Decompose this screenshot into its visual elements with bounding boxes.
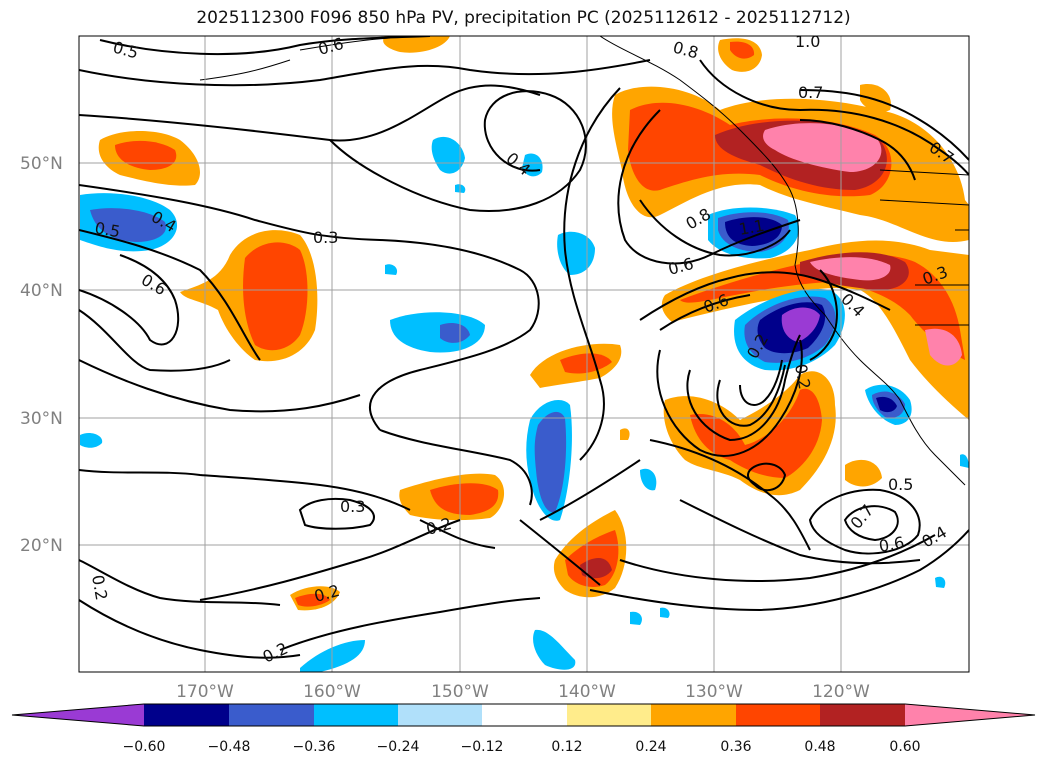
colorbar-bin [820, 704, 905, 726]
lon-label-170w: 170°W [176, 682, 234, 702]
colorbar-bin [567, 704, 651, 726]
contour-label: 0.5 [888, 475, 913, 494]
colorbar-bin [314, 704, 398, 726]
precip-150w-blue [390, 312, 485, 353]
colorbar-tick: −0.12 [461, 739, 504, 755]
contour-label: 0.7 [798, 83, 823, 102]
lon-label-130w: 130°W [685, 682, 743, 702]
lat-label-30n: 30°N [20, 409, 63, 429]
colorbar-tick: 0.48 [804, 739, 835, 755]
colorbar: −0.60 −0.48 −0.36 −0.24 −0.12 0.12 0.24 … [11, 703, 1036, 755]
contour-label: 0.6 [877, 533, 905, 556]
colorbar-tick: 0.24 [635, 739, 666, 755]
contour-label: 1.1 [737, 216, 765, 239]
colorbar-bin [736, 704, 820, 726]
latitude-labels: 50°N 40°N 30°N 20°N [20, 154, 63, 556]
lat-label-50n: 50°N [20, 154, 63, 174]
colorbar-tick: −0.48 [208, 739, 251, 755]
colorbar-bin [482, 704, 567, 726]
lon-label-160w: 160°W [303, 682, 361, 702]
colorbar-tick: 0.36 [720, 739, 751, 755]
colorbar-tick: −0.24 [377, 739, 420, 755]
map-frame [78, 35, 970, 673]
colorbar-tick: −0.60 [123, 739, 166, 755]
pv-contours [79, 36, 969, 659]
contour-label: 0.2 [88, 573, 111, 601]
contour-label: 0.5 [93, 218, 121, 241]
colorbar-bin [229, 704, 314, 726]
lon-label-120w: 120°W [812, 682, 870, 702]
map-field: 0.5 0.6 0.8 1.0 0.7 0.4 0.5 0.4 0.6 0.3 … [79, 32, 969, 672]
precip-bc-pink [763, 123, 882, 172]
lon-label-150w: 150°W [431, 682, 489, 702]
colorbar-bin [144, 704, 229, 726]
contour-label: 0.3 [313, 228, 338, 247]
contour-label: 0.3 [340, 497, 365, 516]
colorbar-extend-high [905, 704, 1035, 726]
colorbar-tick: 0.12 [551, 739, 582, 755]
colorbar-bin [398, 704, 482, 726]
lat-label-40n: 40°N [20, 281, 63, 301]
colorbar-extend-low [12, 704, 144, 726]
graticule [79, 36, 969, 672]
precip-shading [80, 36, 969, 672]
contour-label: 0.2 [791, 362, 814, 390]
colorbar-bin [651, 704, 736, 726]
contour-label: 0.6 [316, 34, 346, 59]
colorbar-tick: 0.60 [889, 739, 920, 755]
colorbar-tick: −0.36 [293, 739, 336, 755]
contour-label: 1.0 [795, 32, 820, 51]
map-title: 2025112300 F096 850 hPa PV, precipitatio… [196, 8, 851, 28]
lon-label-140w: 140°W [558, 682, 616, 702]
lat-label-20n: 20°N [20, 536, 63, 556]
longitude-labels: 170°W 160°W 150°W 140°W 130°W 120°W [176, 682, 870, 702]
